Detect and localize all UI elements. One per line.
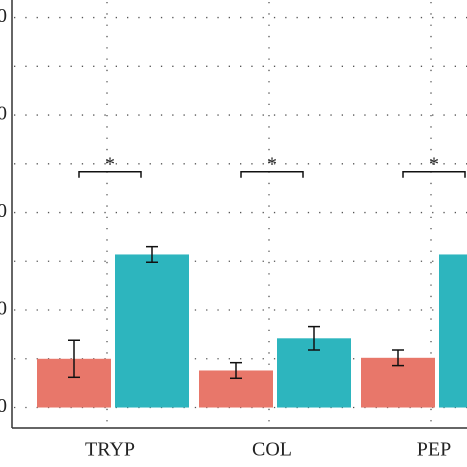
y-tick-label: 40 [0, 5, 7, 27]
x-tick-label: COL [252, 439, 292, 461]
significance-label: * [429, 153, 439, 175]
significance-label: * [267, 153, 277, 175]
x-tick-label: TRYP [85, 439, 135, 461]
significance-bracket [240, 171, 304, 178]
y-tick-label: 10 [0, 298, 7, 320]
significance-bracket [402, 171, 466, 178]
y-tick-label: 20 [0, 200, 7, 222]
x-tick-label: PEP [417, 439, 451, 461]
y-tick-label: 30 [0, 103, 7, 125]
y-tick-label: 0 [0, 395, 7, 417]
bar [439, 254, 467, 408]
significance-bracket [78, 171, 142, 178]
significance-label: * [105, 153, 115, 175]
bar [115, 254, 189, 408]
